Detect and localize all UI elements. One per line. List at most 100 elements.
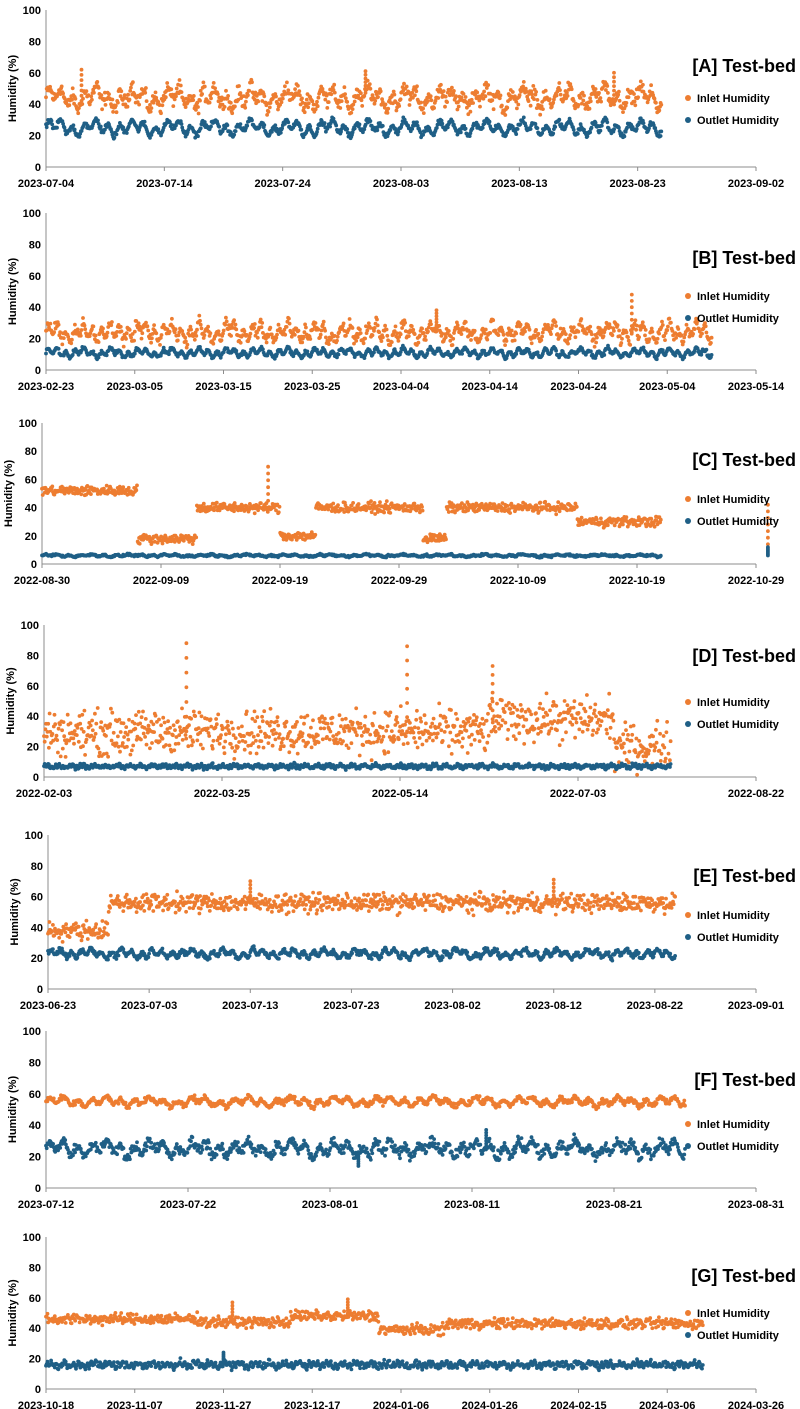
data-point xyxy=(637,335,641,339)
spike-point xyxy=(629,330,634,335)
data-point xyxy=(70,86,75,91)
data-point xyxy=(566,355,571,359)
x-tick-label: 2022-09-09 xyxy=(133,575,189,587)
data-point xyxy=(89,94,94,99)
data-point xyxy=(649,326,654,331)
data-point xyxy=(332,90,337,95)
data-point xyxy=(554,512,559,517)
data-point xyxy=(388,511,393,515)
data-point xyxy=(223,126,228,131)
data-point xyxy=(48,321,53,326)
data-point xyxy=(119,329,124,334)
data-point xyxy=(660,323,665,327)
data-point xyxy=(238,91,243,95)
data-point xyxy=(91,324,96,329)
data-point xyxy=(366,321,371,326)
data-point xyxy=(268,101,273,105)
data-point xyxy=(658,517,663,522)
data-point xyxy=(659,102,664,107)
data-point xyxy=(385,111,390,115)
data-point xyxy=(419,100,423,105)
data-point xyxy=(126,92,130,97)
data-point xyxy=(104,353,109,358)
data-point xyxy=(310,99,315,104)
data-point xyxy=(200,92,205,96)
data-point xyxy=(463,126,468,131)
data-point xyxy=(412,332,417,336)
spike-point xyxy=(612,79,616,84)
data-point xyxy=(152,323,157,327)
data-point xyxy=(400,326,404,330)
data-point xyxy=(354,339,359,343)
data-point xyxy=(504,339,509,343)
chart-title: [A] Test-bed xyxy=(692,56,796,76)
data-point xyxy=(426,99,430,103)
data-point xyxy=(594,340,598,345)
data-point xyxy=(304,97,309,102)
data-point xyxy=(597,91,601,95)
data-point xyxy=(228,105,233,110)
spike-point xyxy=(363,72,368,77)
data-point xyxy=(191,98,196,102)
data-point xyxy=(175,338,180,343)
spike-point xyxy=(612,70,616,75)
spike-point xyxy=(266,485,270,490)
data-point xyxy=(607,96,612,101)
data-point xyxy=(197,313,202,318)
data-point xyxy=(350,107,355,111)
data-point xyxy=(359,98,364,103)
data-point xyxy=(420,505,424,509)
data-point xyxy=(121,485,126,490)
x-tick-label: 2023-03-05 xyxy=(107,381,163,393)
data-point xyxy=(308,124,313,129)
data-point xyxy=(280,96,285,101)
data-point xyxy=(296,83,300,88)
data-point xyxy=(150,336,154,341)
data-point xyxy=(421,132,425,137)
data-point xyxy=(496,333,501,337)
data-point xyxy=(625,125,629,130)
data-point xyxy=(73,96,78,101)
y-tick-label: 100 xyxy=(23,208,41,220)
data-point xyxy=(262,94,267,99)
data-point xyxy=(503,343,507,347)
data-point xyxy=(96,122,101,126)
x-tick-label: 2023-04-24 xyxy=(550,381,607,393)
data-point xyxy=(621,110,625,114)
data-point xyxy=(192,337,197,342)
data-point xyxy=(558,88,562,92)
data-point xyxy=(567,87,571,92)
data-point xyxy=(393,324,398,329)
spike-point xyxy=(629,317,634,322)
data-point xyxy=(588,96,592,100)
data-point xyxy=(128,89,133,93)
spike-point xyxy=(266,471,270,476)
y-tick-label: 40 xyxy=(29,302,41,314)
spike-point xyxy=(629,299,634,303)
x-tick-label: 2023-04-14 xyxy=(462,381,519,393)
data-point xyxy=(201,501,206,506)
y-tick-label: 40 xyxy=(29,99,41,111)
data-point xyxy=(59,84,64,89)
data-point xyxy=(482,89,486,94)
y-tick-label: 60 xyxy=(29,271,41,283)
data-point xyxy=(573,335,578,340)
data-point xyxy=(553,125,558,129)
data-point xyxy=(127,328,132,332)
data-point xyxy=(485,337,490,342)
data-point xyxy=(159,111,163,116)
data-point xyxy=(345,127,350,132)
data-point xyxy=(230,111,235,116)
spike-point xyxy=(434,308,439,313)
data-point xyxy=(326,342,331,346)
data-point xyxy=(547,97,552,101)
data-point xyxy=(582,93,586,98)
data-point xyxy=(275,352,279,356)
data-point xyxy=(654,340,659,345)
data-point xyxy=(280,126,284,131)
data-point xyxy=(709,335,714,340)
data-point xyxy=(445,100,449,104)
data-point xyxy=(384,327,389,332)
data-point xyxy=(376,95,380,99)
data-point xyxy=(183,105,188,109)
